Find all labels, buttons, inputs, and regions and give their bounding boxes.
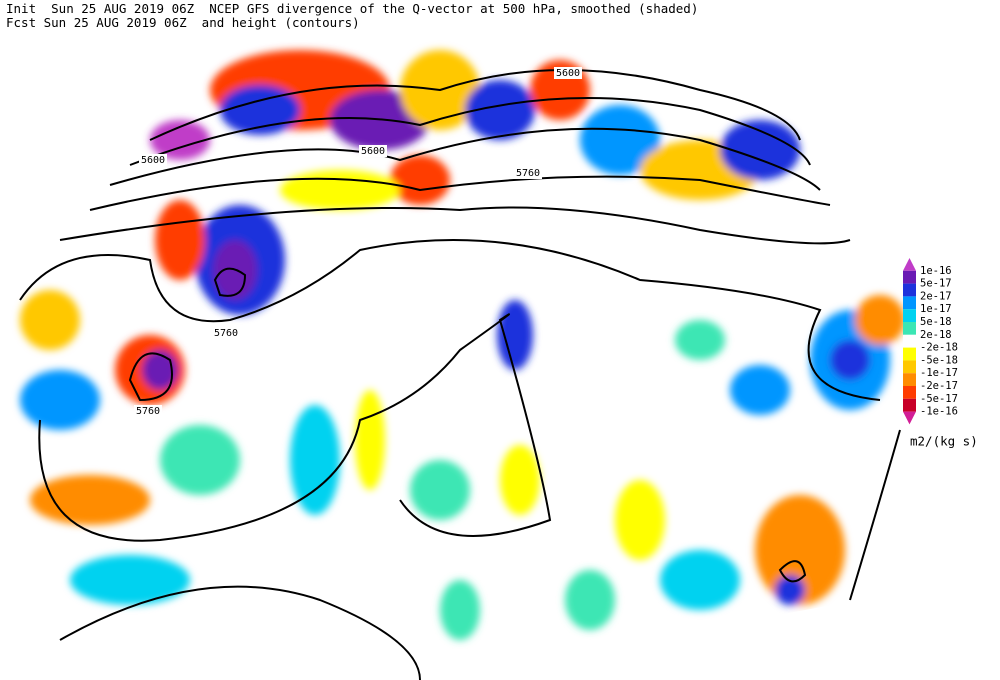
legend-swatch — [903, 309, 916, 322]
legend-swatch — [903, 347, 916, 361]
legend-swatch — [903, 334, 916, 348]
legend-swatch — [903, 270, 916, 284]
contour-label: 5760 — [214, 328, 238, 339]
contour-label-bg — [514, 167, 542, 179]
contour-label: 5600 — [141, 155, 165, 166]
legend-swatch — [903, 411, 916, 425]
contour-label: 5600 — [556, 68, 580, 79]
legend-label: 5e-18 — [920, 316, 952, 328]
legend-swatch — [903, 398, 916, 412]
contour-label: 5760 — [136, 406, 160, 417]
legend-label: 1e-17 — [920, 303, 952, 315]
legend-swatch — [903, 322, 916, 335]
legend-label: -1e-17 — [920, 367, 958, 379]
legend-unit: m2/(kg s) — [910, 434, 978, 449]
legend-swatch — [903, 296, 916, 310]
legend-label: 2e-17 — [920, 290, 952, 302]
contour-label-bg — [212, 327, 240, 339]
legend-swatch — [903, 386, 916, 399]
legend-label: -5e-18 — [920, 354, 958, 366]
contour-label-bg — [134, 405, 162, 417]
legend-swatch — [903, 373, 916, 386]
legend-label: -2e-18 — [920, 342, 958, 354]
legend-swatch — [903, 360, 916, 374]
legend-label: 2e-18 — [920, 329, 952, 341]
legend-label: 5e-17 — [920, 278, 952, 290]
header-line: Init Sun 25 AUG 2019 06Z NCEP GFS diverg… — [6, 1, 699, 16]
contour-label: 5760 — [516, 168, 540, 179]
legend-label: -2e-17 — [920, 380, 958, 392]
legend-swatch — [903, 258, 916, 271]
header-line: Fcst Sun 25 AUG 2019 06Z and height (con… — [6, 15, 360, 30]
contour-label-bg — [359, 145, 387, 157]
contour-label-bg — [139, 154, 167, 166]
contour-label-bg — [554, 67, 582, 79]
contours — [19, 69, 901, 680]
legend-label: -1e-16 — [920, 406, 958, 418]
legend-swatch — [903, 283, 916, 297]
contour-label: 5600 — [361, 146, 385, 157]
legend-label: -5e-17 — [920, 393, 958, 405]
legend-label: 1e-16 — [920, 265, 952, 277]
